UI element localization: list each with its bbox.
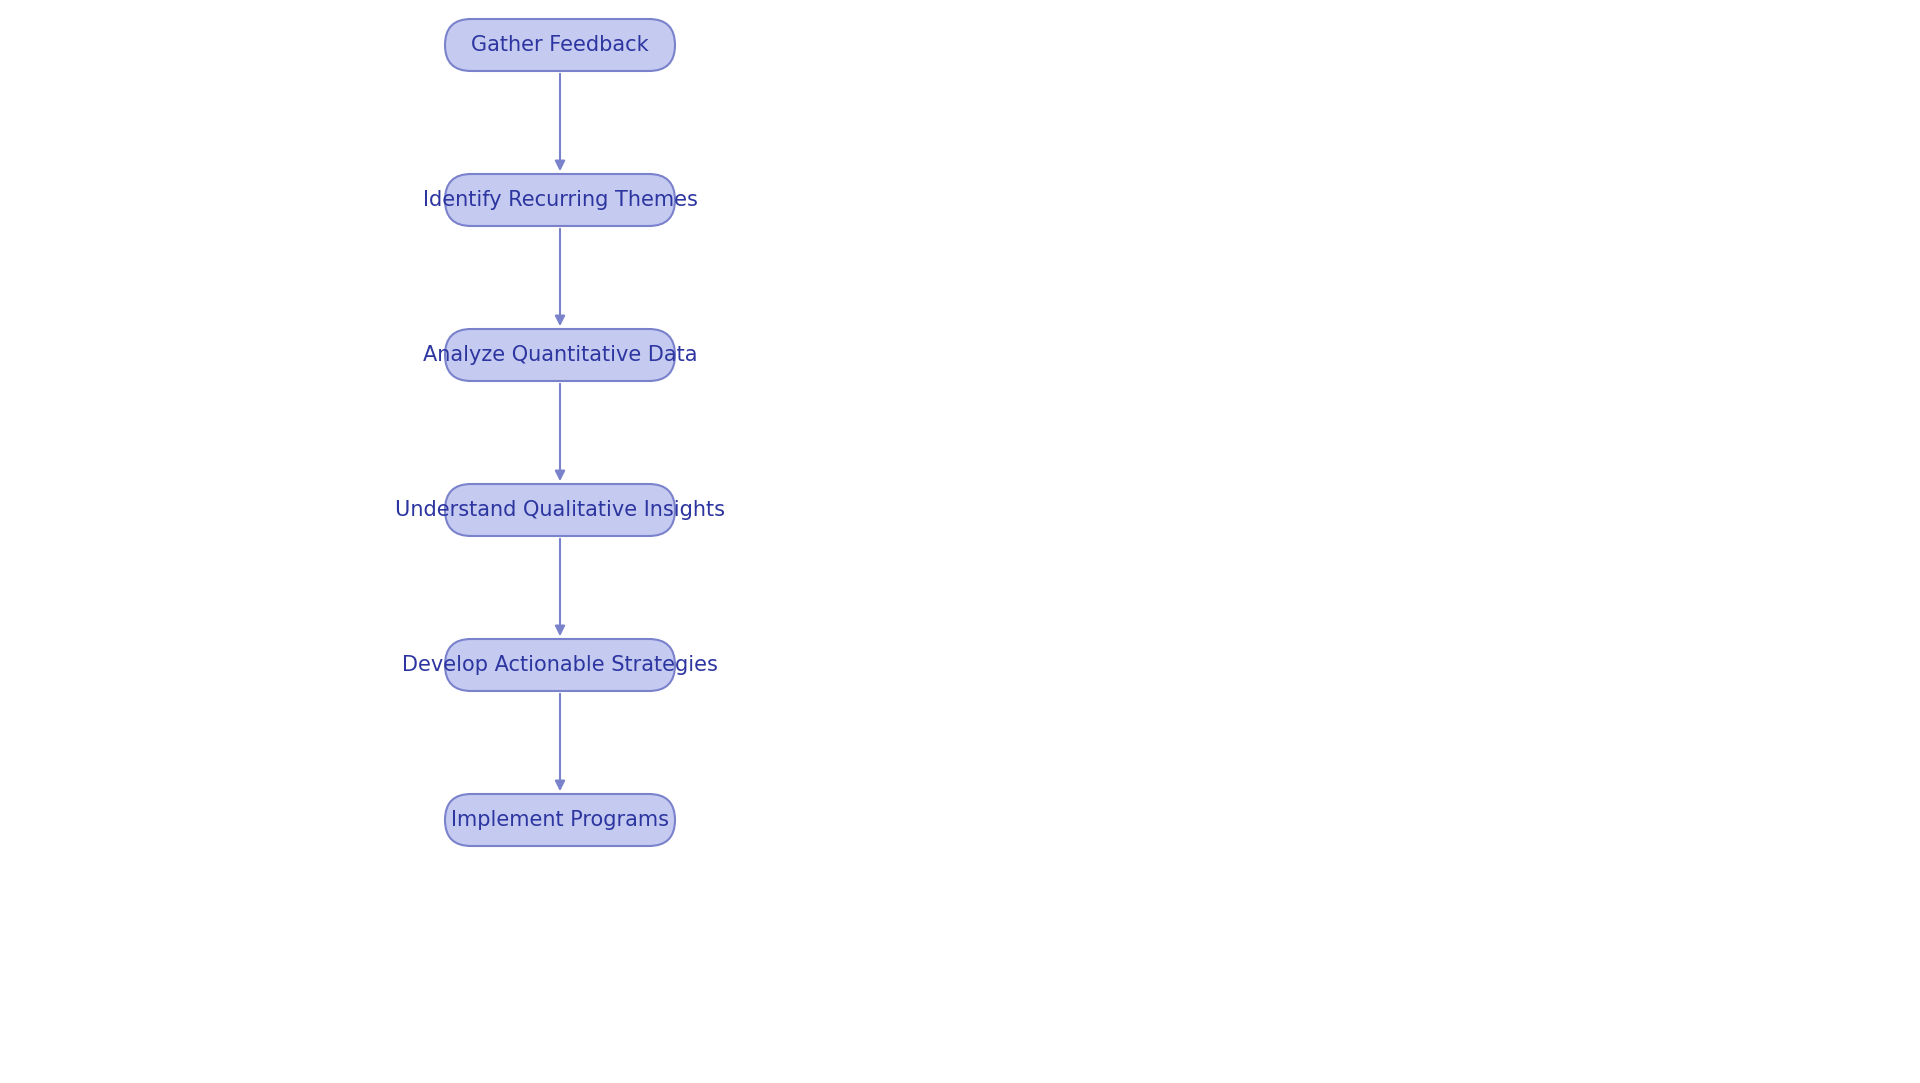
FancyBboxPatch shape: [445, 174, 676, 226]
FancyBboxPatch shape: [445, 484, 676, 536]
Text: Implement Programs: Implement Programs: [451, 810, 668, 830]
Text: Identify Recurring Themes: Identify Recurring Themes: [422, 190, 697, 210]
Text: Gather Feedback: Gather Feedback: [470, 35, 649, 55]
FancyBboxPatch shape: [445, 19, 676, 71]
Text: Analyze Quantitative Data: Analyze Quantitative Data: [422, 345, 697, 365]
Text: Understand Qualitative Insights: Understand Qualitative Insights: [396, 500, 726, 520]
FancyBboxPatch shape: [445, 639, 676, 691]
FancyBboxPatch shape: [445, 329, 676, 381]
Text: Develop Actionable Strategies: Develop Actionable Strategies: [401, 655, 718, 675]
FancyBboxPatch shape: [445, 794, 676, 846]
